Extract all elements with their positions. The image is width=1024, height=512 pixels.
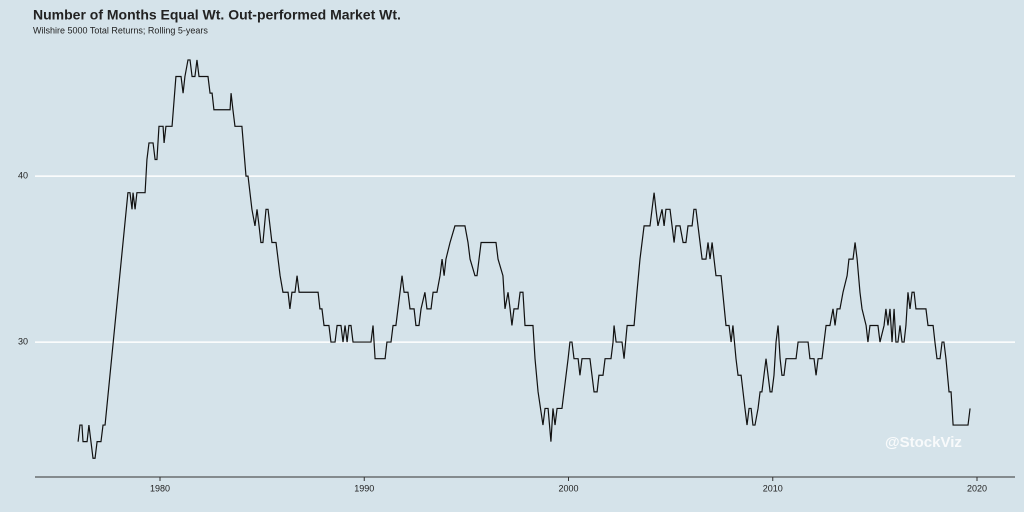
chart-title: Number of Months Equal Wt. Out-performed… xyxy=(33,7,401,23)
data-line xyxy=(77,59,971,459)
chart-subtitle: Wilshire 5000 Total Returns; Rolling 5-y… xyxy=(33,25,208,35)
x-tick-label: 1990 xyxy=(354,483,374,493)
x-tick-label: 2020 xyxy=(967,483,987,493)
x-tick-label: 1980 xyxy=(150,483,170,493)
y-tick-label: 30 xyxy=(18,336,28,346)
x-tick-label: 2000 xyxy=(558,483,578,493)
x-tick-label: 2010 xyxy=(763,483,783,493)
watermark: @StockViz xyxy=(885,434,962,451)
y-tick-label: 40 xyxy=(18,170,28,180)
